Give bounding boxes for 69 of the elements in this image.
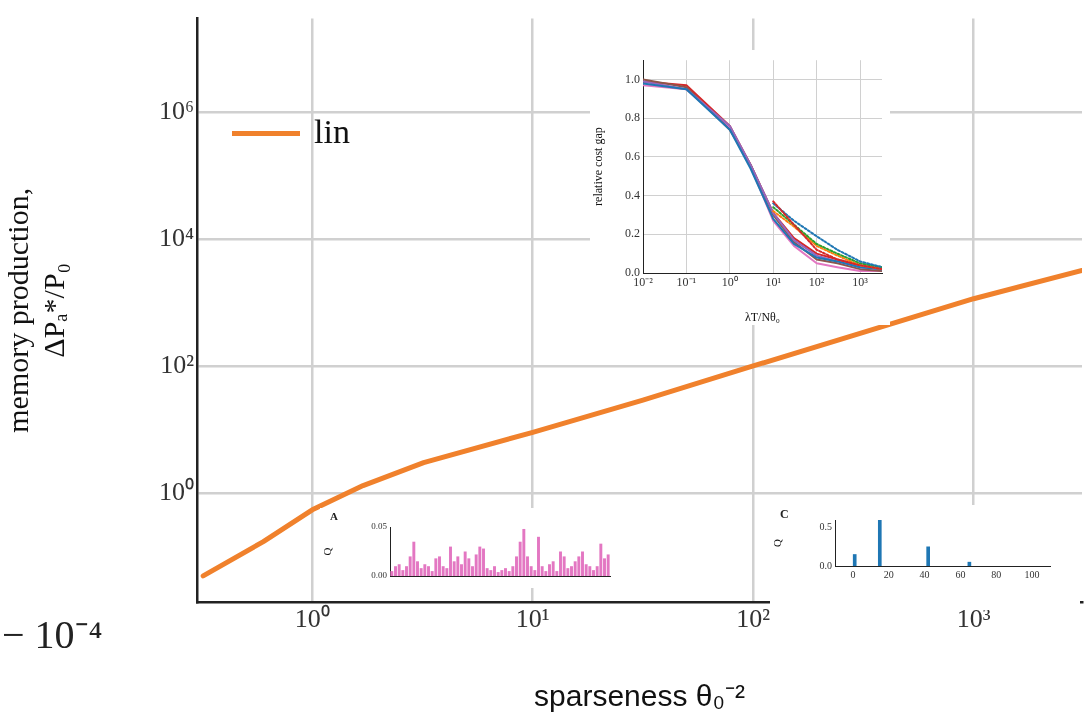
bar [537,536,540,576]
x-tick-label: 10¹ [515,604,550,634]
bar [478,546,482,576]
bar [606,554,610,576]
y-tick-label: 0.8 [625,110,640,125]
text: − 10⁻⁴ [2,611,103,659]
annotation: C [780,507,789,522]
bar [559,551,562,576]
bar [599,543,603,576]
bar [456,556,460,576]
x-tick-label: 40 [919,568,930,580]
bar [877,520,882,566]
y-axis-title: Q [321,547,334,556]
bar [394,566,397,576]
bar [397,564,401,576]
bar [551,561,555,576]
bar [427,566,430,576]
bar [463,551,467,576]
y-tick-label: 10⁶ [158,96,194,126]
y-axis-title: relative cost gap [591,127,606,206]
bar [852,554,857,566]
x-tick-label: 10¹ [765,275,782,290]
y-tick-label: 10⁰ [159,476,194,506]
bar [577,556,581,576]
y-tick-label: 0.0 [819,559,832,571]
y-tick-label: 0.05 [371,521,388,532]
legend-label: lin [314,112,350,150]
bar [581,551,584,576]
y-tick-label: 10² [160,349,195,379]
y-tick-label: 0.5 [819,521,832,533]
bar [493,566,496,576]
x-tick-label: 10² [736,604,771,634]
bar [562,556,566,576]
bar [592,570,595,576]
bar [548,564,551,576]
bar [926,546,930,566]
x-tick-label: 10⁰ [294,604,330,634]
x-tick-label: 60 [955,568,966,580]
x-axis-title: λT/Nθ₀ [744,309,781,324]
bar [482,548,485,576]
bar [449,546,452,576]
bar [504,568,507,576]
x-axis-title: sparseness θ₀⁻² [534,679,745,713]
x-tick-label: 80 [991,568,1002,580]
bar [489,570,493,576]
bar [412,541,416,576]
x-tick-label: 10⁻¹ [676,275,697,290]
x-tick-label: 10³ [956,604,991,634]
bar [438,556,441,576]
bar [434,558,438,576]
y-tick-label: 0.00 [371,570,388,581]
bar [500,570,504,576]
y-tick-label: 0.4 [625,187,640,202]
y-axis-title: memory production, ΔPₐ*/P₀ [0,187,70,433]
bar [423,564,427,576]
x-tick-label: 10³ [852,275,869,290]
x-tick-label: 10⁰ [721,275,738,290]
y-axis-title: Q [771,538,784,547]
y-tick-label: 0.2 [625,226,640,241]
x-tick-label: 10⁻² [633,275,654,290]
x-tick-label: 0 [850,568,856,580]
x-tick-label: 20 [883,568,894,580]
annotation: A [330,510,338,522]
y-tick-label: 1.0 [625,71,640,86]
x-tick-label: 100 [1024,568,1040,580]
bar [588,566,592,576]
y-tick-label: 0.6 [625,149,640,164]
bar [522,528,526,576]
y-tick-label: 10⁴ [158,222,194,252]
